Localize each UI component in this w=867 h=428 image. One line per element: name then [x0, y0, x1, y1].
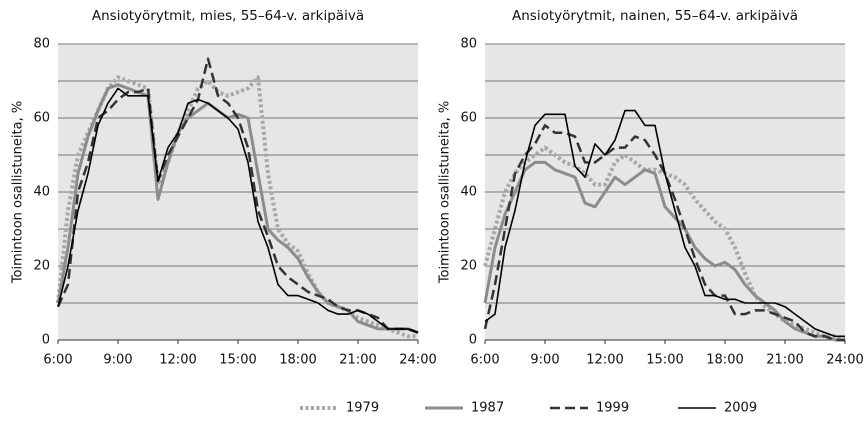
y-tick-label: 20: [460, 259, 477, 274]
x-tick-label: 9:00: [530, 353, 559, 368]
data-line: [56, 83, 419, 335]
data-line: [57, 87, 419, 334]
y-tick-label: 0: [469, 333, 477, 348]
y-tick-label: 40: [460, 185, 477, 200]
y-tick-label: 0: [42, 333, 50, 348]
legend-label: 1979: [346, 401, 379, 416]
x-tick-label: 9:00: [103, 353, 132, 368]
x-tick-label: 15:00: [646, 353, 683, 368]
x-tick-label: 24:00: [826, 353, 863, 368]
x-tick-label: 6:00: [470, 353, 499, 368]
legend-label: 1987: [471, 401, 504, 416]
y-tick-label: 80: [460, 37, 477, 52]
chart-title: Ansiotyörytmit, nainen, 55–64-v. arkipäi…: [512, 8, 798, 24]
x-tick-label: 21:00: [766, 353, 803, 368]
x-tick-label: 18:00: [279, 353, 316, 368]
data-line: [484, 109, 845, 338]
legend-label: 2009: [724, 401, 757, 416]
x-tick-label: 12:00: [586, 353, 623, 368]
x-tick-label: 6:00: [43, 353, 72, 368]
y-tick-label: 60: [460, 111, 477, 126]
data-line: [483, 124, 845, 342]
legend-label: 1999: [596, 401, 629, 416]
x-tick-label: 15:00: [219, 353, 256, 368]
x-tick-label: 24:00: [399, 353, 436, 368]
y-tick-label: 20: [33, 259, 50, 274]
x-tick-label: 12:00: [159, 353, 196, 368]
y-axis-label: Toimintoon osallistuneita, %: [11, 101, 26, 284]
y-tick-label: 80: [33, 37, 50, 52]
data-line: [483, 160, 845, 342]
x-tick-label: 18:00: [706, 353, 743, 368]
x-tick-label: 21:00: [339, 353, 376, 368]
y-axis-label: Toimintoon osallistuneita, %: [438, 101, 453, 284]
y-tick-label: 40: [33, 185, 50, 200]
chart-title: Ansiotyörytmit, mies, 55–64-v. arkipäivä: [92, 8, 364, 24]
data-line: [56, 75, 418, 339]
y-tick-label: 60: [33, 111, 50, 126]
